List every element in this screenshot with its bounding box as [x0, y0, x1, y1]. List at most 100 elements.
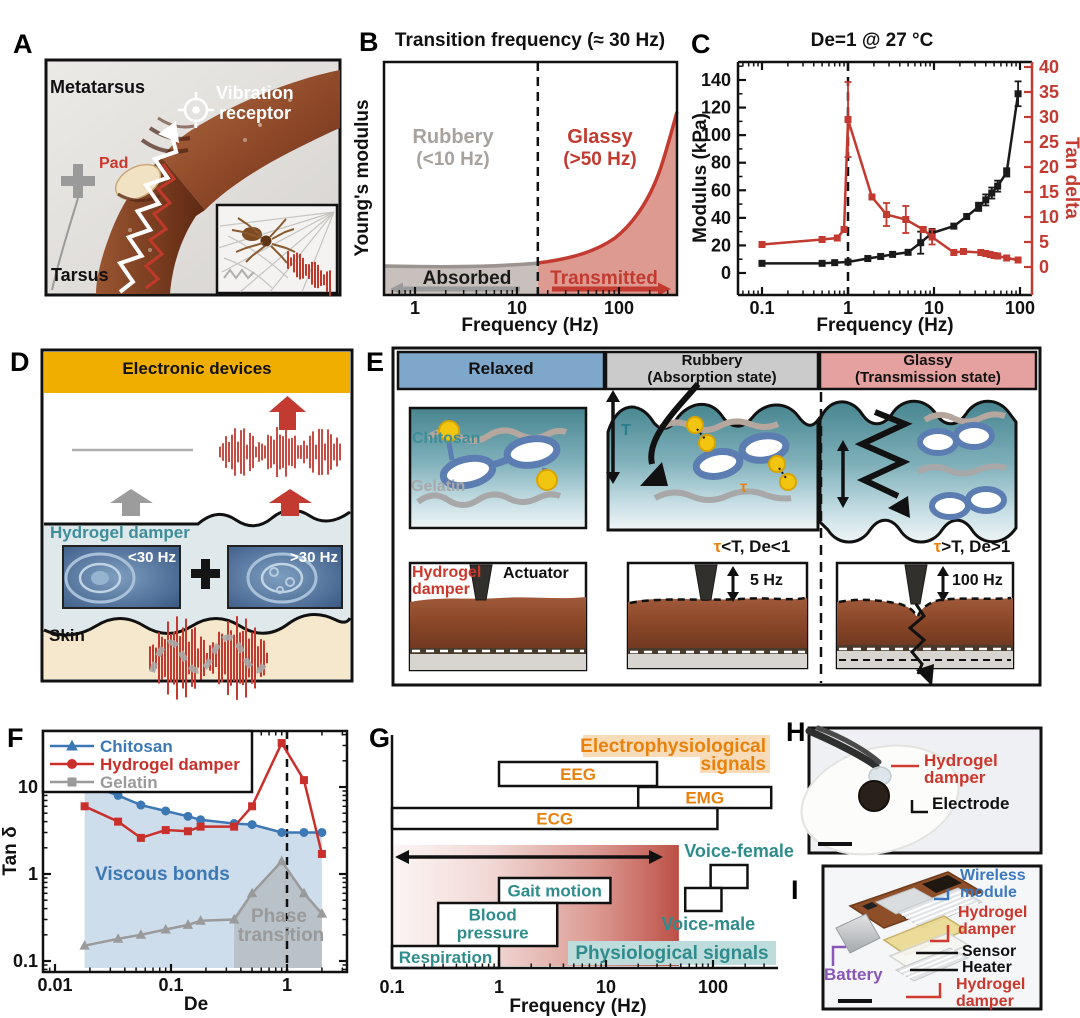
header-relaxed — [396, 350, 606, 391]
skin-region — [44, 614, 350, 679]
svg-text:Young's modulus: Young's modulus — [352, 99, 373, 256]
glassy-network-diagram — [818, 399, 1018, 544]
electrode-label: Electrode — [932, 794, 1010, 813]
i-hydrogel-bottom-label: Hydrogel — [956, 976, 1026, 993]
gelatin-label: Gelatin — [411, 478, 466, 495]
rubbery-condition-label: τ<T, De<1 — [713, 537, 791, 556]
battery-label: Battery — [824, 965, 883, 984]
white-arrowhead — [158, 121, 179, 143]
svg-text:EEG: EEG — [560, 765, 596, 784]
state-diagram — [391, 346, 1042, 687]
svg-text:De: De — [184, 994, 208, 1015]
panel-letter-f: F — [7, 723, 24, 753]
microscope-inset-low — [62, 545, 181, 609]
glassy-photo — [835, 561, 1015, 686]
svg-text:De=1 @ 27 °C: De=1 @ 27 °C — [811, 30, 934, 51]
i-hydrogel-top-label2: damper — [958, 921, 1016, 938]
vibration-receptor-label2: receptor — [219, 103, 292, 123]
i-hydrogel-bottom-label2: damper — [956, 993, 1014, 1010]
gray-sine-overlay — [149, 634, 269, 674]
absorbed-arrow — [648, 382, 701, 465]
panel-letter-d: D — [10, 347, 30, 377]
svg-text:0: 0 — [721, 263, 731, 283]
svg-text:100: 100 — [698, 977, 728, 997]
svg-text:80: 80 — [711, 153, 731, 173]
panel-c-chart: 0.1 1 10 100 0 20 40 60 80 100 120 140 0 5 10 15 20 25 30 3… — [690, 30, 1080, 336]
header-glassy — [818, 350, 1038, 391]
svg-text:Physiological signals: Physiological signals — [575, 943, 768, 964]
scale-bar — [818, 842, 852, 846]
svg-text:15: 15 — [1039, 182, 1059, 202]
svg-text:Phase: Phase — [251, 906, 307, 927]
metatarsus-label: Metatarsus — [50, 77, 146, 97]
svg-text:1: 1 — [494, 977, 504, 997]
panel-letter-a: A — [13, 29, 33, 59]
glassy-header-label2: (Transmission state) — [855, 369, 1001, 386]
crosslink — [536, 469, 558, 491]
rubbery-network-diagram — [606, 382, 820, 532]
damper-stack-top — [896, 887, 984, 929]
svg-text:30: 30 — [1039, 107, 1059, 127]
gray-up-arrow — [110, 489, 153, 516]
relaxed-network-diagram — [408, 406, 588, 530]
relaxed-header-label: Relaxed — [468, 359, 534, 378]
svg-text:140: 140 — [701, 70, 731, 90]
h-hydrogel-label: Hydrogel — [924, 751, 998, 770]
svg-text:40: 40 — [1039, 57, 1059, 77]
crosslink — [438, 420, 460, 442]
electronic-devices-label: Electronic devices — [122, 359, 272, 378]
svg-text:Transition frequency (≈ 30 Hz): Transition frequency (≈ 30 Hz) — [395, 30, 665, 51]
svg-text:pressure: pressure — [457, 924, 529, 943]
panel-letter-c: C — [691, 29, 711, 59]
transmitted-signal-waveform — [219, 426, 341, 478]
svg-text:120: 120 — [701, 98, 731, 118]
svg-text:0.1: 0.1 — [379, 977, 404, 997]
panel-letter-e: E — [366, 347, 385, 377]
svg-text:Viscous bonds: Viscous bonds — [95, 864, 230, 885]
tarsus-label: Tarsus — [51, 265, 109, 285]
svg-text:1: 1 — [410, 298, 420, 318]
svg-text:Absorbed: Absorbed — [423, 268, 512, 289]
actuator-label: Actuator — [503, 565, 569, 582]
rubbery-photo — [626, 561, 809, 670]
svg-text:0.1: 0.1 — [13, 951, 38, 971]
scale-bar — [838, 999, 872, 1003]
svg-text:Glassy: Glassy — [567, 126, 633, 148]
plus-icon — [191, 559, 220, 589]
i-hydrogel-top-label: Hydrogel — [958, 904, 1028, 921]
svg-text:35: 35 — [1039, 82, 1059, 102]
svg-text:10: 10 — [18, 777, 38, 797]
spider — [231, 217, 296, 264]
svg-text:1: 1 — [282, 975, 292, 995]
rubbery-header-label: Rubbery — [681, 352, 743, 369]
freq-5hz-label: 5 Hz — [750, 572, 783, 589]
svg-text:Tan delta: Tan delta — [1061, 137, 1080, 219]
svg-text:Frequency (Hz): Frequency (Hz) — [509, 996, 646, 1017]
pad-label: Pad — [99, 155, 129, 172]
svg-text:0: 0 — [1039, 257, 1049, 277]
panel-letter-b: B — [359, 27, 379, 57]
spider-inset — [215, 203, 339, 296]
hydrogel-damper-photo-label2: damper — [412, 581, 470, 598]
tau-label: τ — [740, 479, 748, 496]
sensor-layer — [882, 915, 968, 956]
red-up-arrow-top — [269, 396, 306, 430]
svg-text:Voice-male: Voice-male — [661, 914, 755, 934]
inset-high-freq-label: >30 Hz — [290, 549, 338, 566]
svg-text:100: 100 — [1005, 298, 1035, 318]
svg-text:Voice-female: Voice-female — [684, 841, 794, 861]
panel-g-chart: EEG EMG ECG Voice-female Voice-male Gait moti… — [379, 735, 794, 1017]
transmitted-spring — [854, 409, 913, 499]
relaxed-photo — [408, 561, 588, 672]
damper-schematic — [40, 348, 354, 700]
header-rubbery — [604, 350, 820, 391]
panel-letter-i: I — [791, 875, 799, 905]
svg-text:Rubbery: Rubbery — [412, 126, 494, 148]
freq-range-box — [683, 886, 723, 913]
red-vibration-zigzag — [143, 163, 177, 290]
svg-text:Tan δ: Tan δ — [0, 826, 21, 875]
sensor-label: Sensor — [962, 943, 1017, 960]
wireless-device-photo — [821, 864, 1043, 1011]
